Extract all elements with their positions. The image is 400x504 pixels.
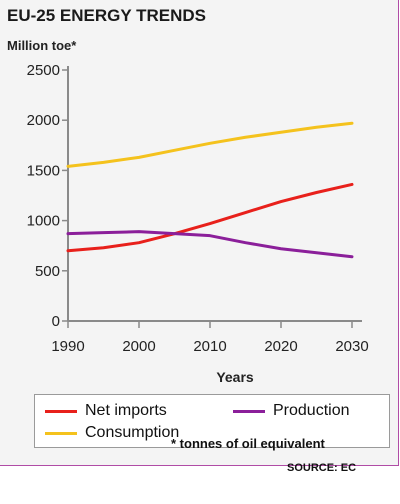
y-tick-label-2500: 2500: [27, 62, 60, 79]
chart-panel: [0, 0, 399, 466]
y-axis-unit-label: Million toe*: [7, 38, 77, 53]
chart-legend: Net imports Production Consumption: [34, 394, 390, 448]
legend-item-net-imports: Net imports: [45, 402, 167, 420]
legend-label-production: Production: [273, 402, 350, 419]
y-tick-label-500: 500: [35, 263, 60, 280]
series-line-net-imports: [66, 182, 354, 253]
legend-swatch-production: [233, 409, 265, 413]
x-tick-label-1990: 1990: [51, 338, 84, 355]
legend-label-net-imports: Net imports: [85, 402, 167, 419]
legend-swatch-consumption: [45, 431, 77, 435]
x-tick-label-2010: 2010: [193, 338, 226, 355]
chart-title: EU-25 ENERGY TRENDS: [7, 6, 207, 25]
legend-item-production: Production: [233, 402, 350, 420]
x-tick-label-2000: 2000: [122, 338, 155, 355]
x-axis-title: Years: [216, 369, 254, 385]
source-note: SOURCE: EC: [287, 462, 357, 474]
legend-label-consumption: Consumption: [85, 424, 180, 441]
series-line-production: [66, 230, 354, 259]
footnote: * tonnes of oil equivalent: [171, 436, 325, 451]
legend-swatch-net-imports: [45, 409, 77, 413]
y-tick-label-1500: 1500: [27, 162, 60, 179]
x-tick-label-2030: 2030: [335, 338, 368, 355]
y-tick-label-0: 0: [52, 313, 60, 330]
y-tick-label-2000: 2000: [27, 112, 60, 129]
legend-item-consumption: Consumption: [45, 424, 179, 442]
series-line-consumption: [66, 121, 354, 168]
x-tick-label-2020: 2020: [264, 338, 297, 355]
y-tick-label-1000: 1000: [27, 213, 60, 230]
